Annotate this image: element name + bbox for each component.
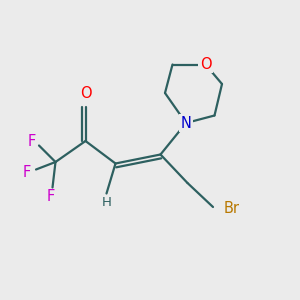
Text: Br: Br: [224, 201, 239, 216]
Text: F: F: [23, 165, 31, 180]
Text: H: H: [102, 196, 111, 209]
Text: O: O: [200, 57, 211, 72]
Text: F: F: [47, 189, 55, 204]
Text: O: O: [80, 85, 91, 100]
Text: N: N: [181, 116, 191, 130]
Text: F: F: [27, 134, 36, 148]
